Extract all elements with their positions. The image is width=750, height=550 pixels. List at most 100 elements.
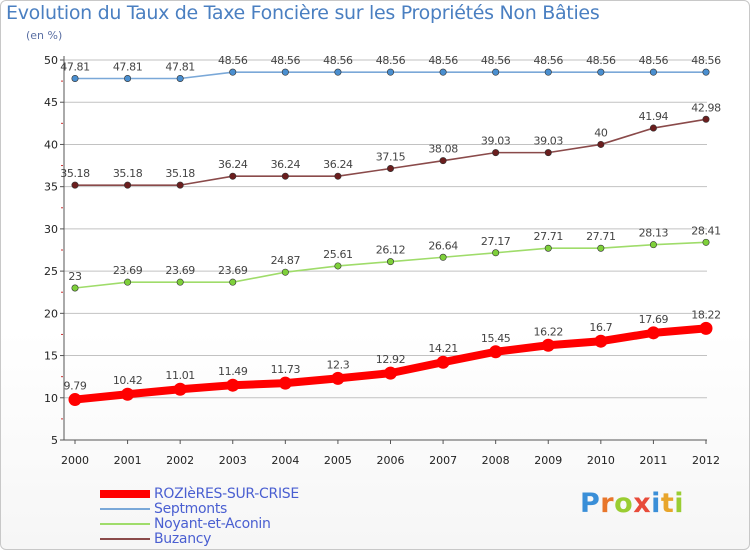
- data-point: [597, 140, 605, 148]
- data-point: [124, 278, 132, 286]
- data-label: 28.41: [691, 224, 721, 237]
- data-label: 27.71: [586, 230, 616, 243]
- data-point: [699, 321, 713, 335]
- data-point: [649, 124, 657, 132]
- legend-swatch: [100, 522, 150, 525]
- data-label: 47.81: [113, 60, 143, 73]
- data-point: [597, 244, 605, 252]
- data-label: 48.56: [534, 54, 564, 67]
- proxiti-logo: Proxiti: [580, 488, 685, 519]
- y-tick-label: 30: [44, 223, 58, 236]
- chart-title: Evolution du Taux de Taxe Foncière sur l…: [6, 2, 600, 24]
- legend-item: Buzancy: [100, 531, 211, 547]
- data-label: 12.3: [326, 358, 349, 371]
- data-point: [702, 238, 710, 246]
- data-point: [386, 258, 394, 266]
- data-label: 42.98: [691, 101, 721, 114]
- x-tick-label: 2003: [219, 454, 247, 467]
- data-label: 10.42: [113, 374, 143, 387]
- data-label: 12.92: [376, 353, 406, 366]
- data-point: [492, 149, 500, 157]
- data-point: [173, 382, 187, 396]
- y-tick-label: 40: [44, 138, 58, 151]
- y-tick-label: 10: [44, 392, 58, 405]
- y-tick-label: 50: [44, 54, 58, 67]
- data-point: [597, 68, 605, 76]
- data-label: 23.69: [113, 264, 143, 277]
- data-label: 36.24: [218, 158, 248, 171]
- data-point: [281, 68, 289, 76]
- data-point: [544, 244, 552, 252]
- data-label: 47.81: [165, 60, 195, 73]
- data-label: 37.15: [376, 151, 406, 164]
- legend-item: Noyant-et-Aconin: [100, 515, 271, 532]
- data-label: 48.56: [586, 54, 616, 67]
- data-label: 47.81: [60, 60, 90, 73]
- data-label: 48.56: [376, 54, 406, 67]
- data-point: [439, 68, 447, 76]
- data-point: [646, 326, 660, 340]
- data-point: [71, 74, 79, 82]
- y-tick-label: 45: [44, 96, 58, 109]
- x-tick-label: 2011: [639, 454, 667, 467]
- data-label: 27.71: [534, 230, 564, 243]
- data-point: [702, 68, 710, 76]
- data-label: 39.03: [481, 135, 511, 148]
- data-point: [176, 181, 184, 189]
- data-label: 48.56: [218, 54, 248, 67]
- data-label: 36.24: [323, 158, 353, 171]
- data-point: [702, 115, 710, 123]
- legend-item: ROZIèRES-SUR-CRISE: [100, 486, 299, 502]
- data-label: 16.7: [589, 321, 612, 334]
- data-point: [176, 74, 184, 82]
- data-point: [331, 371, 345, 385]
- legend-swatch: [100, 537, 150, 540]
- data-label: 40: [594, 126, 608, 139]
- data-point: [439, 253, 447, 261]
- data-point: [121, 387, 135, 401]
- x-tick-label: 2005: [324, 454, 352, 467]
- data-label: 41.94: [639, 110, 669, 123]
- data-point: [594, 334, 608, 348]
- data-point: [281, 172, 289, 180]
- data-label: 48.56: [481, 54, 511, 67]
- data-label: 27.17: [481, 235, 511, 248]
- legend-label: Noyant-et-Aconin: [154, 515, 271, 532]
- data-point: [124, 74, 132, 82]
- data-label: 25.61: [323, 248, 353, 261]
- data-point: [334, 172, 342, 180]
- legend-item: Septmonts: [100, 501, 227, 517]
- data-point: [544, 68, 552, 76]
- data-label: 24.87: [271, 254, 301, 267]
- data-point: [649, 68, 657, 76]
- data-point: [226, 378, 240, 392]
- x-tick-label: 2001: [114, 454, 142, 467]
- data-point: [124, 181, 132, 189]
- data-label: 38.08: [428, 143, 458, 156]
- data-point: [436, 355, 450, 369]
- data-label: 16.22: [534, 325, 564, 338]
- x-tick-label: 2008: [482, 454, 510, 467]
- x-tick-label: 2009: [534, 454, 562, 467]
- data-label: 48.56: [691, 54, 721, 67]
- data-point: [492, 249, 500, 257]
- data-label: 11.73: [271, 363, 301, 376]
- data-point: [278, 376, 292, 390]
- data-point: [544, 149, 552, 157]
- data-label: 48.56: [323, 54, 353, 67]
- legend-swatch: [100, 507, 150, 510]
- data-point: [489, 345, 503, 359]
- data-point: [384, 366, 397, 380]
- data-point: [176, 278, 184, 286]
- data-label: 35.18: [165, 167, 195, 180]
- data-point: [386, 165, 394, 173]
- data-label: 23: [68, 270, 82, 283]
- data-label: 48.56: [271, 54, 301, 67]
- legend-swatch: [100, 489, 150, 498]
- y-tick-label: 20: [44, 307, 58, 320]
- x-tick-label: 2006: [377, 454, 405, 467]
- data-label: 35.18: [60, 167, 90, 180]
- data-point: [229, 278, 237, 286]
- data-point: [281, 268, 289, 276]
